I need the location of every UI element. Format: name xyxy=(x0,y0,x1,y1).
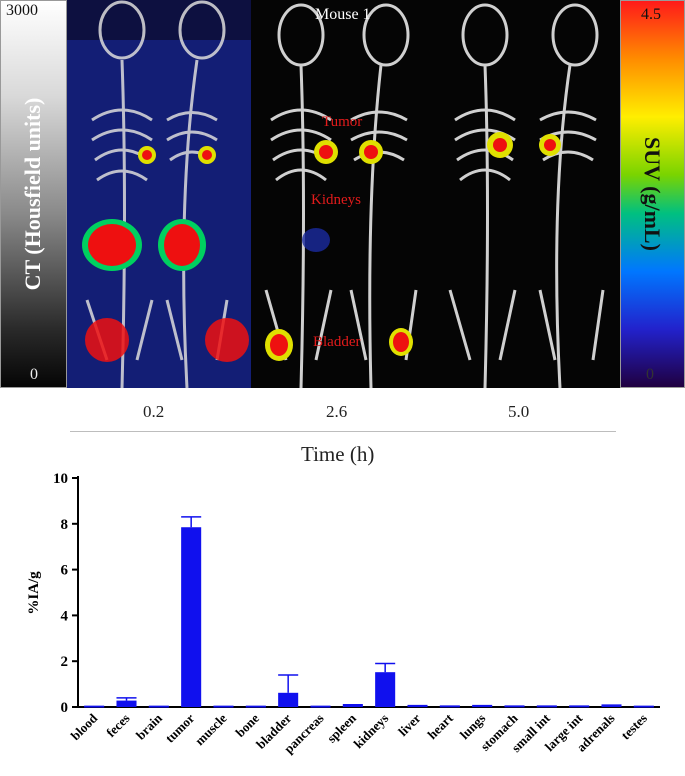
suv-scale-max: 4.5 xyxy=(641,6,661,23)
tumor-label: Tumor xyxy=(322,114,363,130)
chart-error-bars xyxy=(84,516,654,708)
x-tick-label: liver xyxy=(395,710,424,739)
y-tick-label: 8 xyxy=(61,517,69,533)
kidneys-label: Kidneys xyxy=(311,192,361,208)
ct-scale-max: 3000 xyxy=(6,2,38,19)
y-tick-labels: 0 2 4 6 8 10 xyxy=(53,471,69,716)
x-tick-label: testes xyxy=(618,711,650,743)
bar-bladder xyxy=(278,692,299,707)
y-tick-label: 0 xyxy=(61,700,69,716)
chart-axes xyxy=(72,476,660,708)
bar-spleen xyxy=(342,705,363,707)
suv-scale-label: SUV (g/mL) xyxy=(640,137,665,251)
scan-image-late xyxy=(435,0,620,388)
mouse-title: Mouse 1 xyxy=(315,6,371,23)
time-tick-2: 5.0 xyxy=(508,402,530,421)
ct-scale-min: 0 xyxy=(30,366,38,383)
ct-colorbar xyxy=(0,0,67,388)
x-tick-label: brain xyxy=(133,710,166,743)
y-tick-label: 10 xyxy=(53,471,68,487)
y-tick-label: 4 xyxy=(61,608,69,624)
scan-panel-0.2h xyxy=(67,0,251,388)
pet-ct-scan-area xyxy=(67,0,620,388)
time-axis-title: Time (h) xyxy=(301,442,375,466)
scan-image-mid xyxy=(251,0,435,388)
time-axis-line xyxy=(70,431,616,432)
bar-feces xyxy=(116,700,137,707)
scan-panel-5.0h xyxy=(435,0,620,388)
bar-liver xyxy=(407,706,428,708)
x-tick-label: muscle xyxy=(192,710,230,748)
bar-kidneys xyxy=(375,672,396,707)
suv-scale-min: 0 xyxy=(646,366,654,383)
time-tick-1: 2.6 xyxy=(326,402,348,421)
chart-bars xyxy=(84,527,654,708)
time-tick-0: 0.2 xyxy=(143,402,165,421)
x-tick-label: tumor xyxy=(162,710,197,745)
scan-panel-2.6h xyxy=(251,0,435,388)
y-axis-label: %IA/g xyxy=(26,571,42,615)
bar-lungs xyxy=(472,706,493,708)
bar-adrenals xyxy=(601,705,622,707)
bladder-label: Bladder xyxy=(313,334,361,350)
y-tick-label: 6 xyxy=(61,563,69,579)
ct-scale-label: CT (Housfield units) xyxy=(20,97,45,291)
x-tick-label: heart xyxy=(424,710,456,742)
bar-tumor xyxy=(181,527,202,707)
x-tick-label: blood xyxy=(68,710,101,743)
x-tick-label: kidneys xyxy=(351,711,392,752)
y-tick-label: 2 xyxy=(61,654,69,670)
x-tick-label: feces xyxy=(103,711,132,740)
scan-image-early xyxy=(67,0,251,388)
